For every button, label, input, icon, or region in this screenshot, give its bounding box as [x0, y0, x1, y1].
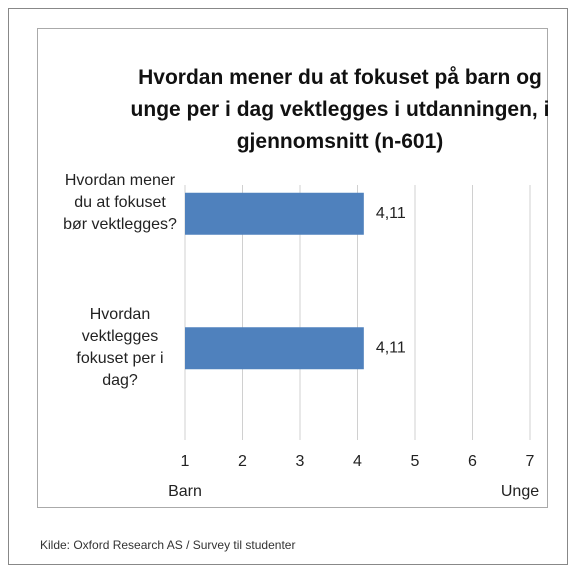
chart-title: Hvordan mener du at fokuset på barn og u…	[130, 66, 550, 153]
x-tick-label: 2	[238, 453, 247, 470]
chart-frame	[37, 28, 548, 508]
category-label: Hvordan vektlegges fokuset per i dag?	[76, 306, 164, 390]
bar	[185, 192, 364, 235]
value-label: 4,11	[376, 205, 406, 222]
x-tick-label: 6	[468, 453, 477, 470]
x-tick-label: 4	[353, 453, 362, 470]
x-tick-label: 1	[181, 453, 190, 470]
x-tick-label: 5	[411, 453, 420, 470]
value-label: 4,11	[376, 339, 406, 356]
axis-end-label: Unge	[501, 483, 539, 500]
category-label: Hvordan mener du at fokuset bør vektlegg…	[63, 171, 177, 233]
source: Kilde: Oxford Research AS / Survey til s…	[40, 538, 296, 552]
x-tick-label: 3	[296, 453, 305, 470]
x-tick-label: 7	[526, 453, 535, 470]
bar	[185, 327, 364, 370]
axis-end-label: Barn	[168, 483, 202, 500]
